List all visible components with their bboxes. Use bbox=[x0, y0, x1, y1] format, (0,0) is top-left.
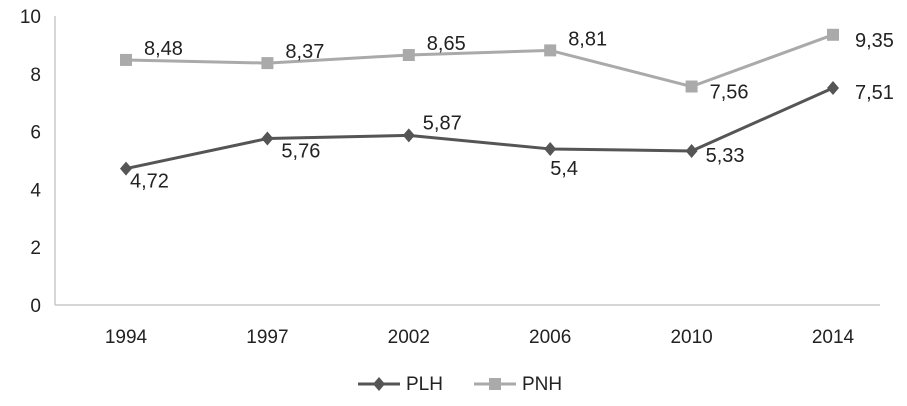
data-point-pnh bbox=[685, 80, 698, 93]
y-tick-label: 10 bbox=[20, 7, 41, 28]
data-label-plh: 5,87 bbox=[423, 112, 462, 134]
data-label-plh: 7,51 bbox=[855, 82, 894, 104]
x-tick-labels: 1994 1997 2002 2006 2010 2014 bbox=[105, 327, 855, 348]
series-line-pnh bbox=[125, 33, 834, 89]
data-label-pnh: 9,35 bbox=[855, 30, 894, 52]
data-point-plh bbox=[261, 131, 274, 146]
legend-marker-plh bbox=[373, 377, 385, 391]
legend-label-pnh: PNH bbox=[522, 374, 562, 395]
y-tick-label: 2 bbox=[30, 238, 41, 259]
x-tick-label: 2010 bbox=[670, 327, 712, 348]
axes bbox=[54, 16, 880, 306]
y-tick-label: 0 bbox=[30, 296, 41, 317]
data-point-plh bbox=[544, 141, 557, 156]
data-label-pnh: 8,81 bbox=[568, 28, 607, 50]
data-point-pnh bbox=[261, 57, 274, 70]
y-tick-label: 6 bbox=[30, 123, 41, 144]
x-tick-label: 2006 bbox=[529, 327, 571, 348]
data-point-pnh bbox=[402, 49, 415, 62]
y-tick-labels: 0 2 4 6 8 10 bbox=[20, 7, 42, 317]
data-label-pnh: 8,65 bbox=[427, 33, 466, 55]
data-label-plh: 4,72 bbox=[130, 171, 169, 193]
legend-label-plh: PLH bbox=[406, 374, 443, 395]
data-point-plh bbox=[402, 128, 415, 143]
series-line-plh bbox=[125, 86, 834, 171]
y-tick-label: 8 bbox=[30, 65, 41, 86]
data-label-pnh: 7,56 bbox=[710, 82, 749, 104]
y-tick-label: 4 bbox=[30, 180, 41, 201]
x-tick-label: 2014 bbox=[812, 327, 855, 348]
data-point-plh bbox=[120, 161, 132, 176]
data-label-pnh: 8,48 bbox=[144, 38, 183, 60]
x-tick-label: 1997 bbox=[246, 327, 288, 348]
x-tick-label: 1994 bbox=[105, 327, 148, 348]
data-label-plh: 5,4 bbox=[550, 158, 578, 180]
data-point-pnh bbox=[827, 28, 839, 41]
x-tick-label: 2002 bbox=[388, 327, 430, 348]
legend-marker-pnh bbox=[489, 378, 501, 390]
data-label-plh: 5,33 bbox=[706, 145, 745, 167]
series-layer bbox=[120, 28, 839, 176]
data-point-pnh bbox=[120, 53, 132, 66]
data-point-plh bbox=[685, 143, 698, 158]
data-label-pnh: 8,37 bbox=[285, 41, 324, 63]
data-point-pnh bbox=[544, 44, 557, 57]
data-labels: 8,48 8,37 8,65 8,81 7,56 9,35 4,72 5,76 5,87 5,4 5… bbox=[130, 28, 894, 192]
data-label-plh: 5,76 bbox=[281, 141, 320, 163]
data-point-plh bbox=[827, 80, 839, 95]
legend: PLH PNH bbox=[358, 374, 562, 395]
